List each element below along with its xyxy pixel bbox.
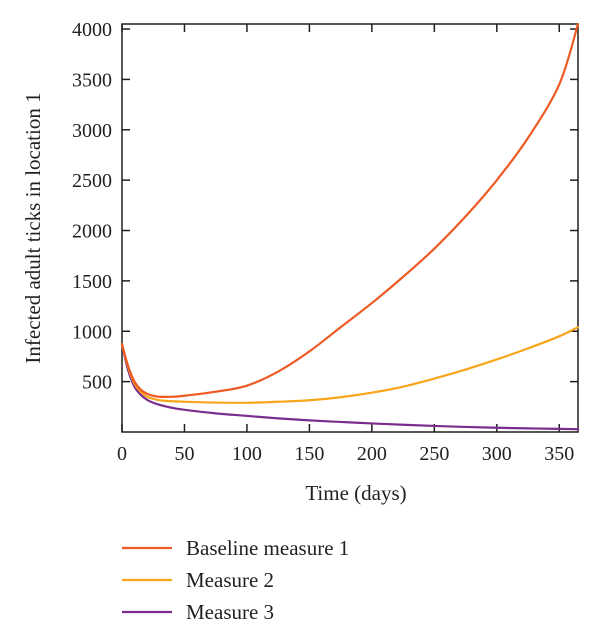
x-tick-label: 250: [419, 443, 449, 465]
y-tick-label: 2000: [72, 221, 112, 243]
x-tick-label: 300: [482, 443, 512, 465]
x-tick-label: 50: [174, 443, 194, 465]
x-axis-title: Time (days): [305, 481, 406, 505]
y-tick-label: 500: [82, 372, 112, 394]
series-line-measure-2: [120, 326, 580, 404]
x-tick-label: 150: [294, 443, 324, 465]
x-axis-ticks: 0 50 100 150 200 250 300 350: [117, 24, 574, 465]
series-line-measure-3: [120, 343, 580, 431]
y-axis-title: Infected adult ticks in location 1: [21, 92, 45, 363]
y-tick-label: 2500: [72, 170, 112, 192]
legend-label-baseline-measure-1: Baseline measure 1: [186, 536, 349, 560]
legend: Baseline measure 1 Measure 2 Measure 3: [122, 536, 349, 624]
y-tick-label: 3500: [72, 69, 112, 91]
series-line-baseline-measure-1: [120, 22, 580, 398]
y-tick-label: 1000: [72, 321, 112, 343]
plot-frame: [121, 23, 579, 433]
plot-area: 0 50 100 150 200 250 300 350 500 1000 1500 2000 250…: [72, 19, 580, 465]
legend-label-measure-2: Measure 2: [186, 568, 274, 592]
x-tick-label: 100: [232, 443, 262, 465]
y-tick-label: 4000: [72, 19, 112, 41]
y-tick-label: 3000: [72, 120, 112, 142]
series-lines: [120, 22, 580, 431]
legend-label-measure-3: Measure 3: [186, 600, 274, 624]
x-tick-label: 0: [117, 443, 127, 465]
y-tick-label: 1500: [72, 271, 112, 293]
x-tick-label: 350: [544, 443, 574, 465]
x-tick-label: 200: [357, 443, 387, 465]
y-axis-ticks: 500 1000 1500 2000 2500 3000 3500 4000: [72, 19, 578, 394]
